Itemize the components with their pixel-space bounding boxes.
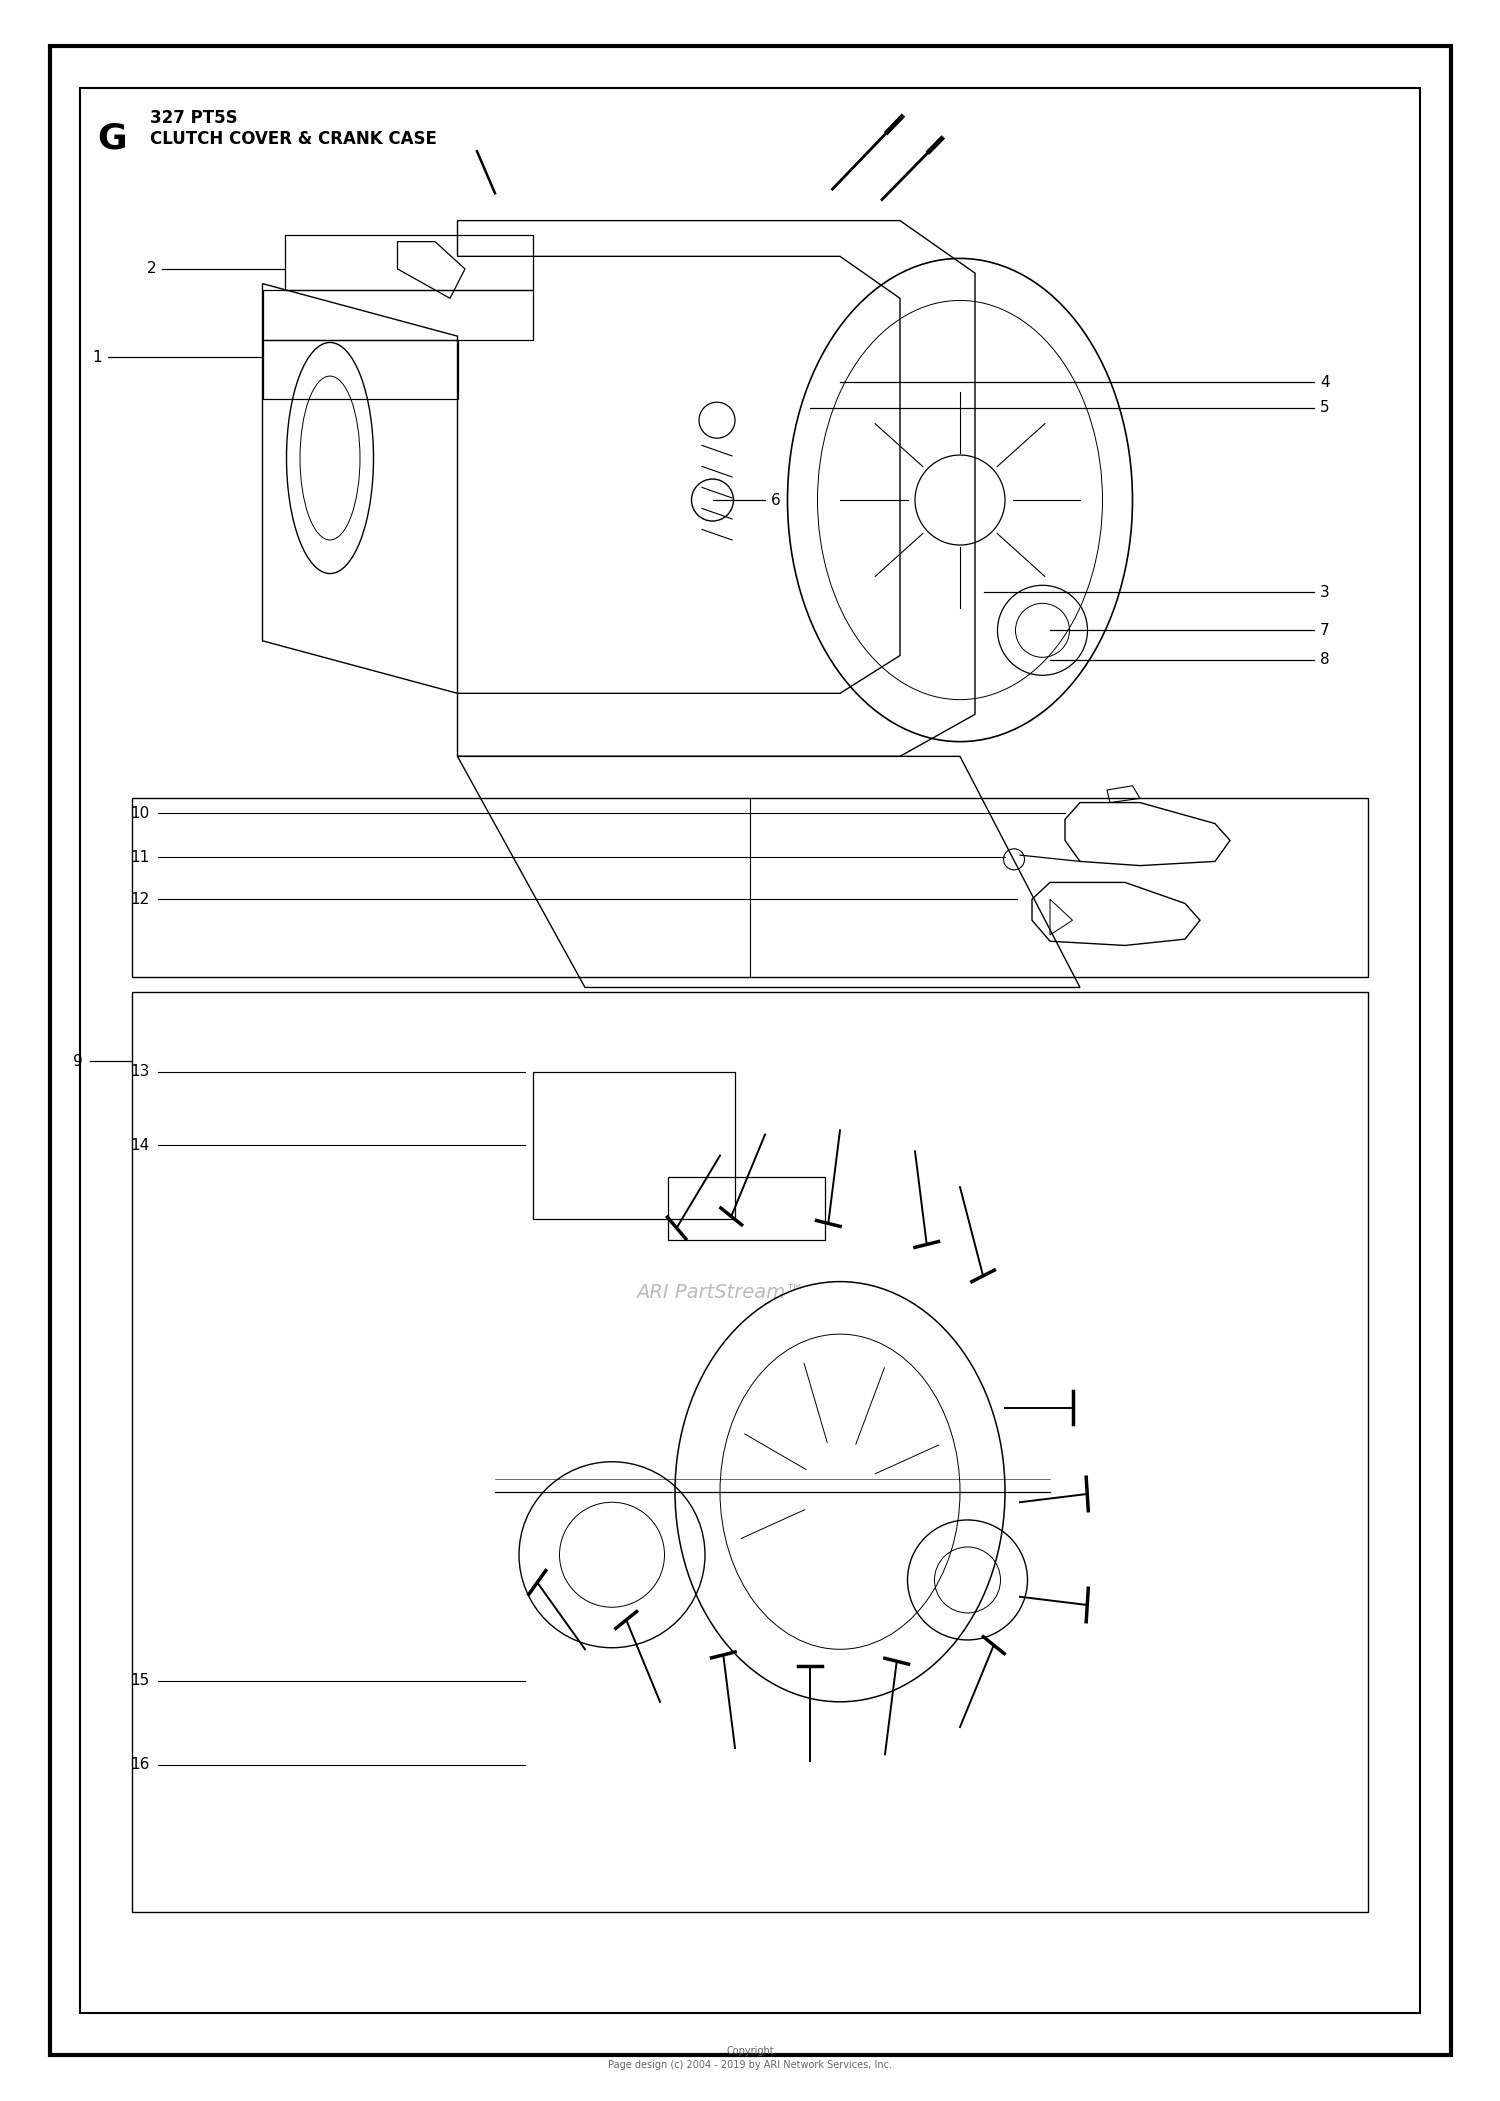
Text: 13: 13 (130, 1063, 150, 1080)
Bar (132, 798, 1368, 977)
Text: 2: 2 (147, 261, 156, 277)
Text: 11: 11 (130, 849, 150, 866)
Text: 1: 1 (93, 349, 102, 366)
Text: 7: 7 (1320, 622, 1329, 639)
Text: 5: 5 (1320, 399, 1329, 416)
Text: 14: 14 (130, 1137, 150, 1153)
Bar (132, 992, 1368, 1912)
Text: 3: 3 (1320, 584, 1329, 601)
Bar (80, 88, 1420, 2013)
Text: 12: 12 (130, 891, 150, 908)
Text: Page design (c) 2004 - 2019 by ARI Network Services, Inc.: Page design (c) 2004 - 2019 by ARI Netwo… (608, 2061, 892, 2069)
Text: CLUTCH COVER & CRANK CASE: CLUTCH COVER & CRANK CASE (150, 130, 436, 149)
Text: 327 PT5S: 327 PT5S (150, 109, 237, 128)
Text: G: G (98, 122, 128, 155)
Text: 9: 9 (72, 1053, 82, 1069)
Text: 6: 6 (771, 492, 780, 508)
Text: 10: 10 (130, 805, 150, 821)
Text: ARI PartStream™: ARI PartStream™ (636, 1282, 804, 1303)
Text: 8: 8 (1320, 651, 1329, 668)
Text: 4: 4 (1320, 374, 1329, 391)
Text: 16: 16 (130, 1756, 150, 1773)
Text: Copyright: Copyright (726, 2046, 774, 2055)
Text: 15: 15 (130, 1672, 150, 1689)
